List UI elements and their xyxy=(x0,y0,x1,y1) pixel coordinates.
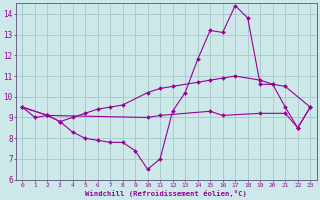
X-axis label: Windchill (Refroidissement éolien,°C): Windchill (Refroidissement éolien,°C) xyxy=(85,190,247,197)
